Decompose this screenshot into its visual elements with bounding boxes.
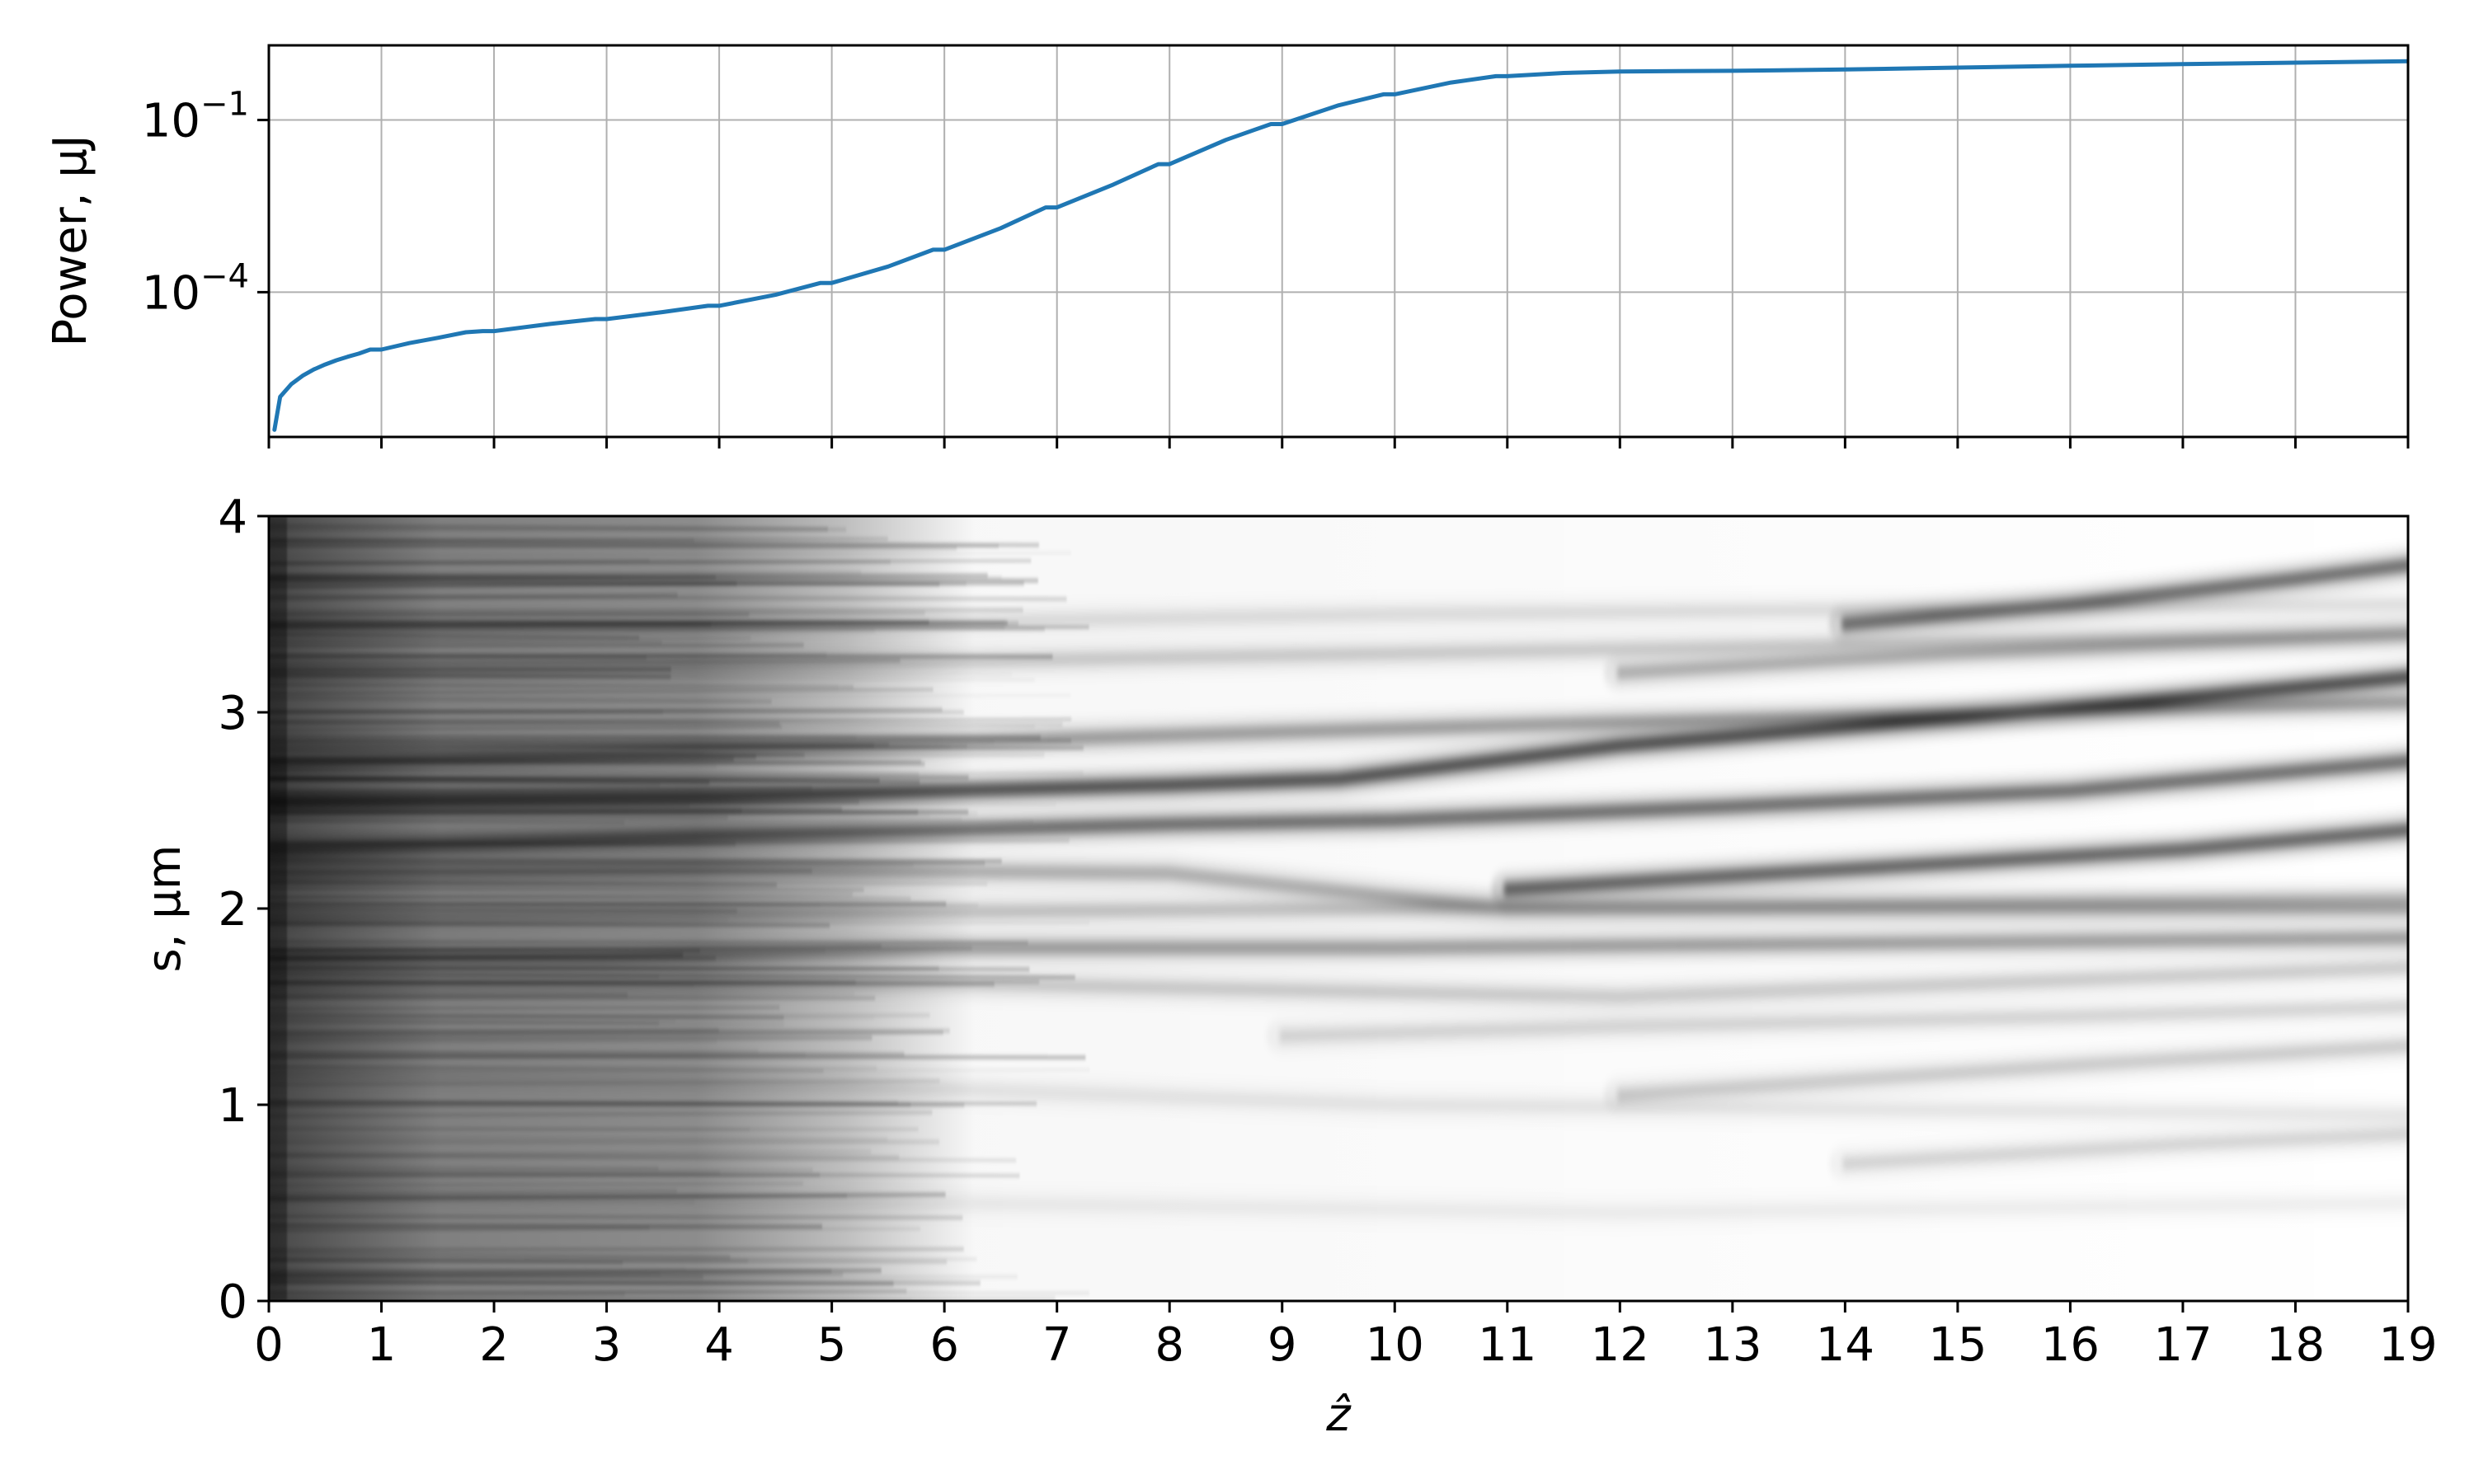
heatmap-ridge-halo <box>1603 1029 2408 1112</box>
heatmap-ridge <box>269 601 2408 637</box>
heatmap-x-tick-label: 9 <box>1268 1318 1297 1372</box>
heatmap-ridge <box>269 1072 2408 1118</box>
heatmap-ridge-halo <box>1828 548 2408 641</box>
heatmap-x-tick-label: 18 <box>2266 1318 2325 1372</box>
power-y-tick-label: 10−4 <box>142 257 249 320</box>
heatmap-ridge-halo <box>269 951 2408 1014</box>
power-y-ticks: 10−1 10−4 <box>142 86 269 320</box>
heatmap-ridge-halo <box>1490 813 2408 906</box>
heatmap-ridge <box>269 1190 2408 1216</box>
heatmap-ridges <box>269 548 2408 1216</box>
power-chart: 10−1 10−4 Power, μJ <box>44 44 2410 448</box>
heatmap-y-ticks: 0 1 2 3 4 <box>218 491 269 1329</box>
heatmap-x-tick-label: 7 <box>1042 1318 1072 1372</box>
heatmap-x-tick-label: 10 <box>1366 1318 1424 1372</box>
heatmap-y-tick-label: 4 <box>218 491 247 544</box>
heatmap-ridge-halo <box>269 882 2408 935</box>
power-series-line <box>272 59 2408 432</box>
heatmap-x-tick-label: 19 <box>2378 1318 2437 1372</box>
heatmap-x-tick-label: 17 <box>2153 1318 2212 1372</box>
heatmap-x-tick-label: 12 <box>1591 1318 1649 1372</box>
power-y-tick-label: 10−1 <box>142 86 249 148</box>
heatmap-ridge-halo <box>269 660 2408 818</box>
heatmap-x-ticks: 0 1 2 3 4 5 6 7 8 9 10 11 12 13 14 15 16 17 18 19 <box>254 1301 2438 1372</box>
heatmap-x-tick-label: 6 <box>929 1318 959 1372</box>
heatmap-x-tick-label: 4 <box>704 1318 734 1372</box>
heatmap-y-tick-label: 1 <box>218 1079 247 1133</box>
heatmap-x-axis-label: ẑ <box>1325 1388 1352 1442</box>
heatmap-x-tick-label: 1 <box>367 1318 397 1372</box>
heatmap-x-tick-label: 2 <box>479 1318 509 1372</box>
heatmap-x-tick-label: 5 <box>817 1318 847 1372</box>
power-y-axis-label: Power, μJ <box>44 134 97 346</box>
heatmap-x-tick-label: 16 <box>2041 1318 2100 1372</box>
heatmap-x-tick-label: 11 <box>1478 1318 1536 1372</box>
heatmap-ridge-halo <box>269 921 2408 974</box>
heatmap-ridge-halo <box>1265 990 2408 1053</box>
heatmap-x-tick-label: 0 <box>254 1318 284 1372</box>
power-plot-frame <box>267 44 2410 439</box>
heatmap-ridge-halo <box>1828 1117 2408 1181</box>
heatmap-x-tick-label: 8 <box>1155 1318 1184 1372</box>
heatmap-x-tick-label: 13 <box>1703 1318 1761 1372</box>
heatmap-ridge-halo <box>269 617 2408 690</box>
heatmap-y-tick-label: 3 <box>218 687 247 740</box>
heatmap-y-tick-label: 0 <box>218 1275 247 1329</box>
heatmap-x-tick-label: 3 <box>592 1318 622 1372</box>
heatmap-ridge-halo <box>269 1193 2408 1213</box>
heatmap-y-tick-label: 2 <box>218 883 247 937</box>
heatmap-y-axis-label: s, μm <box>138 845 191 973</box>
power-plot-area <box>269 45 2408 437</box>
heatmap-x-tick-label: 14 <box>1816 1318 1874 1372</box>
heatmap-x-tick-label: 15 <box>1928 1318 1987 1372</box>
power-x-ticks <box>267 437 2410 448</box>
heatmap-ridge-halo <box>269 744 2408 866</box>
